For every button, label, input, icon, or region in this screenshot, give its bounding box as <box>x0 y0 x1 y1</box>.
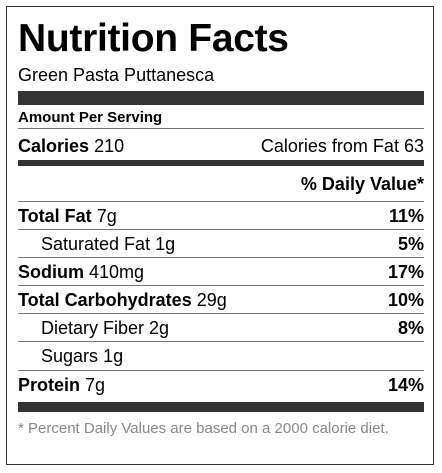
amount-per-serving: Amount Per Serving <box>18 109 163 126</box>
calories-row: Calories 210 Calories from Fat 63 <box>18 128 424 162</box>
nutrient-row-saturated-fat: Saturated Fat 1g 5% <box>18 229 424 257</box>
nutrient-label: Saturated Fat <box>41 234 151 254</box>
calories-from-fat-value: 63 <box>403 136 424 156</box>
nutrient-dv: 5% <box>397 234 424 254</box>
nutrient-label: Sugars <box>41 346 99 366</box>
calories-from-fat-label: Calories from Fat <box>260 136 399 156</box>
nutrient-amount: 410mg <box>89 262 145 282</box>
nutrient-label: Total Carbohydrates <box>18 290 192 310</box>
nutrient-cell: Total Carbohydrates 29g <box>18 289 227 311</box>
nutrient-amount: 7g <box>85 375 106 395</box>
nutrient-cell: Saturated Fat 1g <box>41 233 175 255</box>
footnote: * Percent Daily Values are based on a 20… <box>18 420 389 437</box>
nutrient-cell: Protein 7g <box>18 374 105 396</box>
thick-divider <box>18 91 424 105</box>
nutrient-dv: 17% <box>387 262 424 282</box>
nutrient-dv: 10% <box>387 290 424 310</box>
nutrient-cell: Total Fat 7g <box>18 205 117 227</box>
nutrient-cell: Sodium 410mg <box>18 261 144 283</box>
nutrient-row-total-carbohydrates: Total Carbohydrates 29g 10% <box>18 285 424 313</box>
nutrient-label: Dietary Fiber <box>41 318 145 338</box>
nutrient-amount: 7g <box>96 206 117 226</box>
label-title: Nutrition Facts <box>18 17 289 60</box>
nutrition-facts-label: Nutrition Facts Green Pasta Puttanesca A… <box>6 6 434 465</box>
nutrient-amount: 1g <box>155 234 176 254</box>
nutrient-row-sodium: Sodium 410mg 17% <box>18 257 424 285</box>
nutrient-cell: Dietary Fiber 2g <box>41 317 169 339</box>
nutrient-label: Protein <box>18 375 81 395</box>
calories-from-fat-cell: Calories from Fat 63 <box>261 135 424 157</box>
nutrient-amount: 1g <box>103 346 124 366</box>
nutrient-dv: 8% <box>397 318 424 338</box>
medium-divider <box>18 160 424 166</box>
nutrient-amount: 29g <box>196 290 227 310</box>
nutrient-label: Total Fat <box>18 206 92 226</box>
nutrient-dv: 11% <box>388 206 424 226</box>
nutrient-row-total-fat: Total Fat 7g 11% <box>18 201 424 229</box>
nutrient-label: Sodium <box>18 262 84 282</box>
nutrient-row-protein: Protein 7g 14% <box>18 370 424 398</box>
nutrient-amount: 2g <box>149 318 170 338</box>
nutrient-dv: 14% <box>387 375 424 395</box>
nutrient-row-sugars: Sugars 1g <box>18 341 424 369</box>
calories-cell: Calories 210 <box>18 135 124 157</box>
nutrient-cell: Sugars 1g <box>41 345 123 367</box>
daily-value-header: % Daily Value* <box>300 174 424 194</box>
calories-value: 210 <box>94 136 125 156</box>
calories-label: Calories <box>18 136 90 156</box>
recipe-name: Green Pasta Puttanesca <box>18 65 215 85</box>
bottom-thick-divider <box>18 402 424 412</box>
nutrient-row-dietary-fiber: Dietary Fiber 2g 8% <box>18 313 424 341</box>
